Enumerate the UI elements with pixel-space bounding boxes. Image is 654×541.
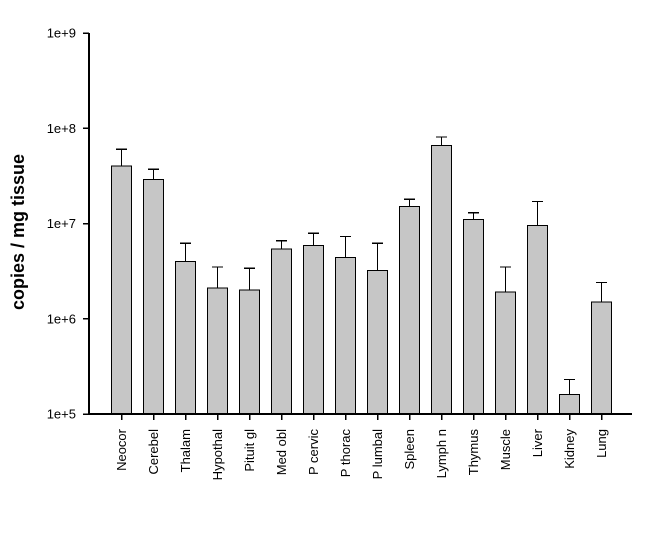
- x-tick-label-thalam: Thalam: [178, 429, 193, 472]
- y-tick-label-1e+8: 1e+8: [47, 121, 76, 136]
- bar-lung: [591, 301, 612, 415]
- x-tick-label-p-cervic: P cervic: [306, 429, 321, 475]
- bar-spleen: [399, 206, 420, 415]
- bar-muscle: [495, 291, 516, 415]
- bar-p-lumbal: [367, 270, 388, 415]
- x-tick-label-cerebel: Cerebel: [146, 429, 161, 475]
- x-tick-label-spleen: Spleen: [402, 429, 417, 469]
- y-tick-label-1e+5: 1e+5: [47, 407, 76, 422]
- bar-pituit-gl: [239, 289, 260, 415]
- x-tick-label-p-thorac: P thorac: [338, 429, 353, 478]
- bar-neocor: [111, 165, 132, 415]
- bar-liver: [527, 225, 548, 415]
- bar-thalam: [175, 260, 196, 415]
- x-tick-label-lymph-n: Lymph n: [434, 429, 449, 478]
- x-tick-label-muscle: Muscle: [498, 429, 513, 470]
- x-tick-label-neocor: Neocor: [114, 428, 129, 471]
- bar-med-obl: [271, 248, 292, 415]
- x-tick-label-hypothal: Hypothal: [210, 429, 225, 480]
- y-tick-label-1e+7: 1e+7: [47, 216, 76, 231]
- bar-kidney: [559, 394, 580, 415]
- y-tick-label-1e+6: 1e+6: [47, 311, 76, 326]
- bar-hypothal: [207, 287, 228, 415]
- x-tick-label-med-obl: Med obl: [274, 429, 289, 475]
- x-tick-label-kidney: Kidney: [562, 429, 577, 469]
- bar-thymus: [463, 219, 484, 415]
- x-tick-label-pituit-gl: Pituit gl: [242, 429, 257, 472]
- x-tick-label-thymus: Thymus: [466, 429, 481, 476]
- x-tick-label-lung: Lung: [594, 429, 609, 458]
- bar-p-cervic: [303, 244, 324, 415]
- bar-p-thorac: [335, 256, 356, 415]
- x-tick-label-liver: Liver: [530, 428, 545, 457]
- bar-lymph-n: [431, 144, 452, 415]
- bar-cerebel: [143, 178, 164, 415]
- y-axis-title: copies / mg tissue: [8, 154, 28, 310]
- x-tick-label-p-lumbal: P lumbal: [370, 429, 385, 479]
- y-tick-label-1e+9: 1e+9: [47, 26, 76, 41]
